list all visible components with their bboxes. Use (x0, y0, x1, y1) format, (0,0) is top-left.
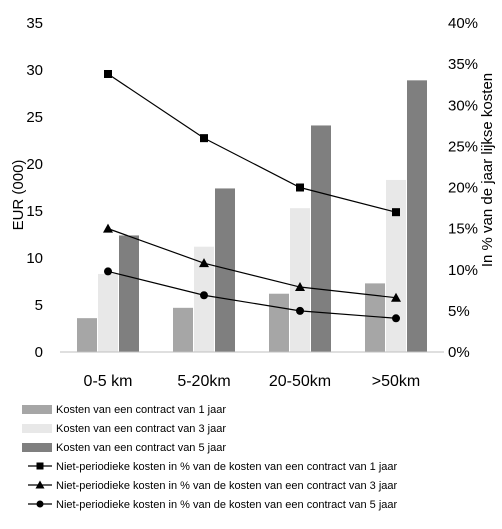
bar (173, 307, 193, 352)
legend-swatch (22, 424, 52, 433)
y-tick-left: 10 (26, 250, 43, 267)
data-point (104, 267, 112, 276)
legend-label: Niet-periodieke kosten in % van de koste… (56, 461, 398, 473)
bar (215, 188, 235, 352)
bar (386, 179, 406, 352)
legend-marker (36, 500, 44, 508)
bar (119, 235, 139, 352)
data-point (103, 223, 113, 233)
x-tick-label: 0-5 km (84, 373, 133, 390)
lines (103, 69, 401, 323)
data-point (200, 291, 208, 300)
data-point (296, 306, 304, 315)
bar (311, 125, 331, 353)
bar (365, 283, 385, 352)
y-tick-left: 20 (26, 156, 43, 173)
y-tick-right: 35% (448, 56, 478, 73)
y-tick-right: 40% (448, 15, 478, 32)
data-point (392, 208, 400, 217)
bar (194, 246, 214, 352)
x-axis: 0-5 km 5-20km 20-50km >50km (84, 373, 421, 390)
data-point (392, 314, 400, 323)
bar (407, 80, 427, 352)
y-tick-right: 5% (448, 303, 470, 320)
data-point (391, 292, 401, 302)
bar (98, 273, 118, 352)
legend-label: Niet-periodieke kosten in % van de koste… (56, 480, 398, 492)
bar (269, 293, 289, 352)
legend-label: Niet-periodieke kosten in % van de koste… (56, 499, 398, 511)
series-line (107, 228, 397, 299)
data-point (199, 258, 209, 268)
legend-label: Kosten van een contract van 3 jaar (56, 423, 226, 435)
y-tick-right: 20% (448, 180, 478, 197)
legend-label: Kosten van een contract van 1 jaar (56, 404, 226, 416)
y-tick-left: 35 (26, 15, 43, 32)
data-point (200, 134, 208, 143)
y-tick-right: 15% (448, 221, 478, 238)
data-point (295, 282, 305, 292)
bars (77, 80, 427, 353)
data-point (104, 69, 112, 78)
y-tick-left: 25 (26, 109, 43, 126)
x-tick-label: 5-20km (177, 373, 230, 390)
legend: Kosten van een contract van 1 jaar Kosten… (22, 404, 398, 511)
y-axis-right: 0% 5% 10% 15% 20% 25% 30% 35% 40% (448, 15, 478, 361)
x-tick-label: 20-50km (269, 373, 331, 390)
data-point (296, 183, 304, 192)
y-axis-left: 0 5 10 15 20 25 30 35 (26, 15, 43, 361)
y-tick-left: 5 (35, 297, 43, 314)
legend-swatch (22, 405, 52, 414)
legend-marker (36, 462, 44, 470)
y-tick-right: 10% (448, 262, 478, 279)
y-tick-right: 25% (448, 138, 478, 155)
series-line (107, 73, 397, 213)
legend-label: Kosten van een contract van 5 jaar (56, 442, 226, 454)
x-tick-label: >50km (372, 373, 420, 390)
legend-marker (35, 480, 45, 489)
y-tick-right: 0% (448, 344, 470, 361)
y-tick-left: 30 (26, 62, 43, 79)
bar (77, 318, 97, 352)
y-axis-label-right: In % van de jaar lijkse kosten (479, 73, 496, 267)
bar (290, 208, 310, 352)
series-line (107, 270, 397, 319)
y-tick-left: 15 (26, 203, 43, 220)
legend-swatch (22, 443, 52, 452)
y-tick-left: 0 (35, 344, 43, 361)
y-tick-right: 30% (448, 97, 478, 114)
y-axis-label-left: EUR (000) (10, 160, 27, 231)
